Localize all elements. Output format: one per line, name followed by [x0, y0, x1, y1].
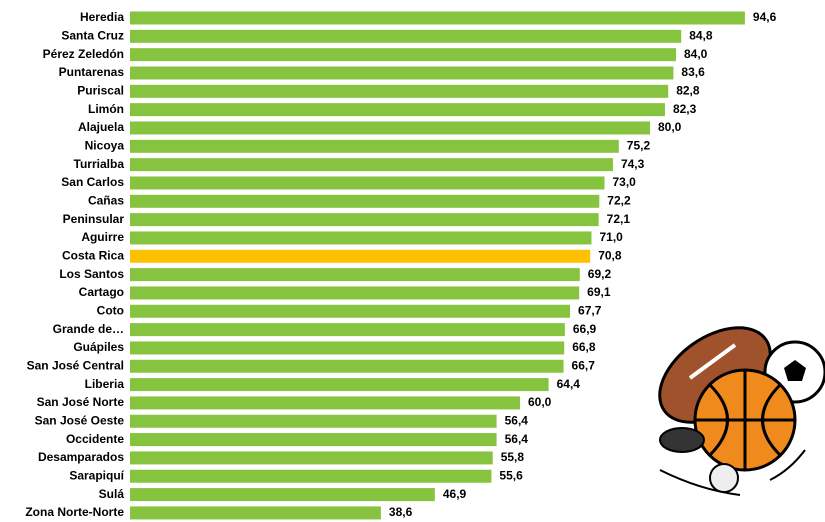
value-label: 66,9: [573, 322, 597, 336]
value-label: 83,6: [681, 65, 705, 79]
category-label: Costa Rica: [62, 248, 124, 262]
bar: [130, 121, 650, 135]
value-label: 94,6: [753, 10, 777, 24]
bar: [130, 341, 565, 355]
bar: [130, 396, 520, 410]
category-label: Sarapiquí: [69, 468, 124, 482]
value-label: 84,8: [689, 29, 713, 43]
value-label: 60,0: [528, 395, 552, 409]
value-label: 69,1: [587, 285, 611, 299]
bar: [130, 433, 497, 447]
value-label: 64,4: [557, 377, 581, 391]
category-label: Alajuela: [78, 120, 124, 134]
value-label: 71,0: [600, 230, 624, 244]
category-label: Aguirre: [81, 230, 124, 244]
bar: [130, 323, 565, 337]
category-label: Cañas: [88, 193, 124, 207]
bar: [130, 66, 674, 80]
value-label: 46,9: [443, 487, 467, 501]
value-label: 80,0: [658, 120, 682, 134]
bar: [130, 451, 493, 465]
category-label: Coto: [97, 303, 124, 317]
category-label: San José Central: [27, 358, 124, 372]
value-label: 67,7: [578, 303, 602, 317]
bar: [130, 414, 497, 428]
value-label: 84,0: [684, 47, 708, 61]
bar: [130, 11, 745, 25]
bar: [130, 286, 580, 300]
bar: [130, 268, 580, 282]
category-label: Turrialba: [74, 157, 125, 171]
bar: [130, 249, 591, 263]
bar: [130, 84, 669, 98]
bar: [130, 158, 613, 172]
category-label: Occidente: [66, 432, 124, 446]
category-label: Puriscal: [77, 83, 124, 97]
category-label: Los Santos: [59, 267, 124, 281]
value-label: 70,8: [598, 248, 622, 262]
category-label: Guápiles: [73, 340, 124, 354]
value-label: 66,7: [572, 358, 596, 372]
value-label: 72,2: [607, 193, 631, 207]
sports-clipart: [658, 326, 825, 496]
category-label: Santa Cruz: [61, 29, 124, 43]
value-label: 56,4: [505, 413, 529, 427]
bar: [130, 213, 599, 227]
value-label: 56,4: [505, 432, 529, 446]
category-label: Cartago: [79, 285, 124, 299]
category-label: Desamparados: [38, 450, 124, 464]
bar: [130, 359, 564, 373]
bar: [130, 378, 549, 392]
category-label: San José Oeste: [35, 413, 125, 427]
value-label: 82,3: [673, 102, 697, 116]
value-label: 73,0: [613, 175, 637, 189]
bar: [130, 48, 676, 62]
category-label: Liberia: [85, 377, 125, 391]
value-label: 38,6: [389, 505, 413, 519]
category-label: Pérez Zeledón: [43, 47, 124, 61]
bar: [130, 194, 600, 208]
bar: [130, 176, 605, 190]
value-label: 72,1: [607, 212, 631, 226]
bar: [130, 506, 381, 520]
category-label: San Carlos: [61, 175, 124, 189]
value-label: 75,2: [627, 138, 651, 152]
category-label: Puntarenas: [59, 65, 125, 79]
value-label: 66,8: [572, 340, 596, 354]
category-label: San José Norte: [37, 395, 125, 409]
category-label: Peninsular: [63, 212, 125, 226]
value-label: 55,8: [501, 450, 525, 464]
category-label: Grande de…: [53, 322, 124, 336]
bar: [130, 304, 571, 318]
category-label: Limón: [88, 102, 124, 116]
bar: [130, 488, 435, 502]
category-label: Heredia: [80, 10, 124, 24]
category-label: Zona Norte-Norte: [25, 505, 124, 519]
bar: [130, 103, 665, 117]
value-label: 69,2: [588, 267, 612, 281]
value-label: 74,3: [621, 157, 645, 171]
category-label: Nicoya: [85, 138, 125, 152]
value-label: 55,6: [499, 468, 523, 482]
bar: [130, 29, 682, 43]
value-label: 82,8: [676, 83, 700, 97]
bar: [130, 469, 492, 483]
bar: [130, 231, 592, 245]
category-label: Sulá: [99, 487, 125, 501]
bar: [130, 139, 619, 153]
